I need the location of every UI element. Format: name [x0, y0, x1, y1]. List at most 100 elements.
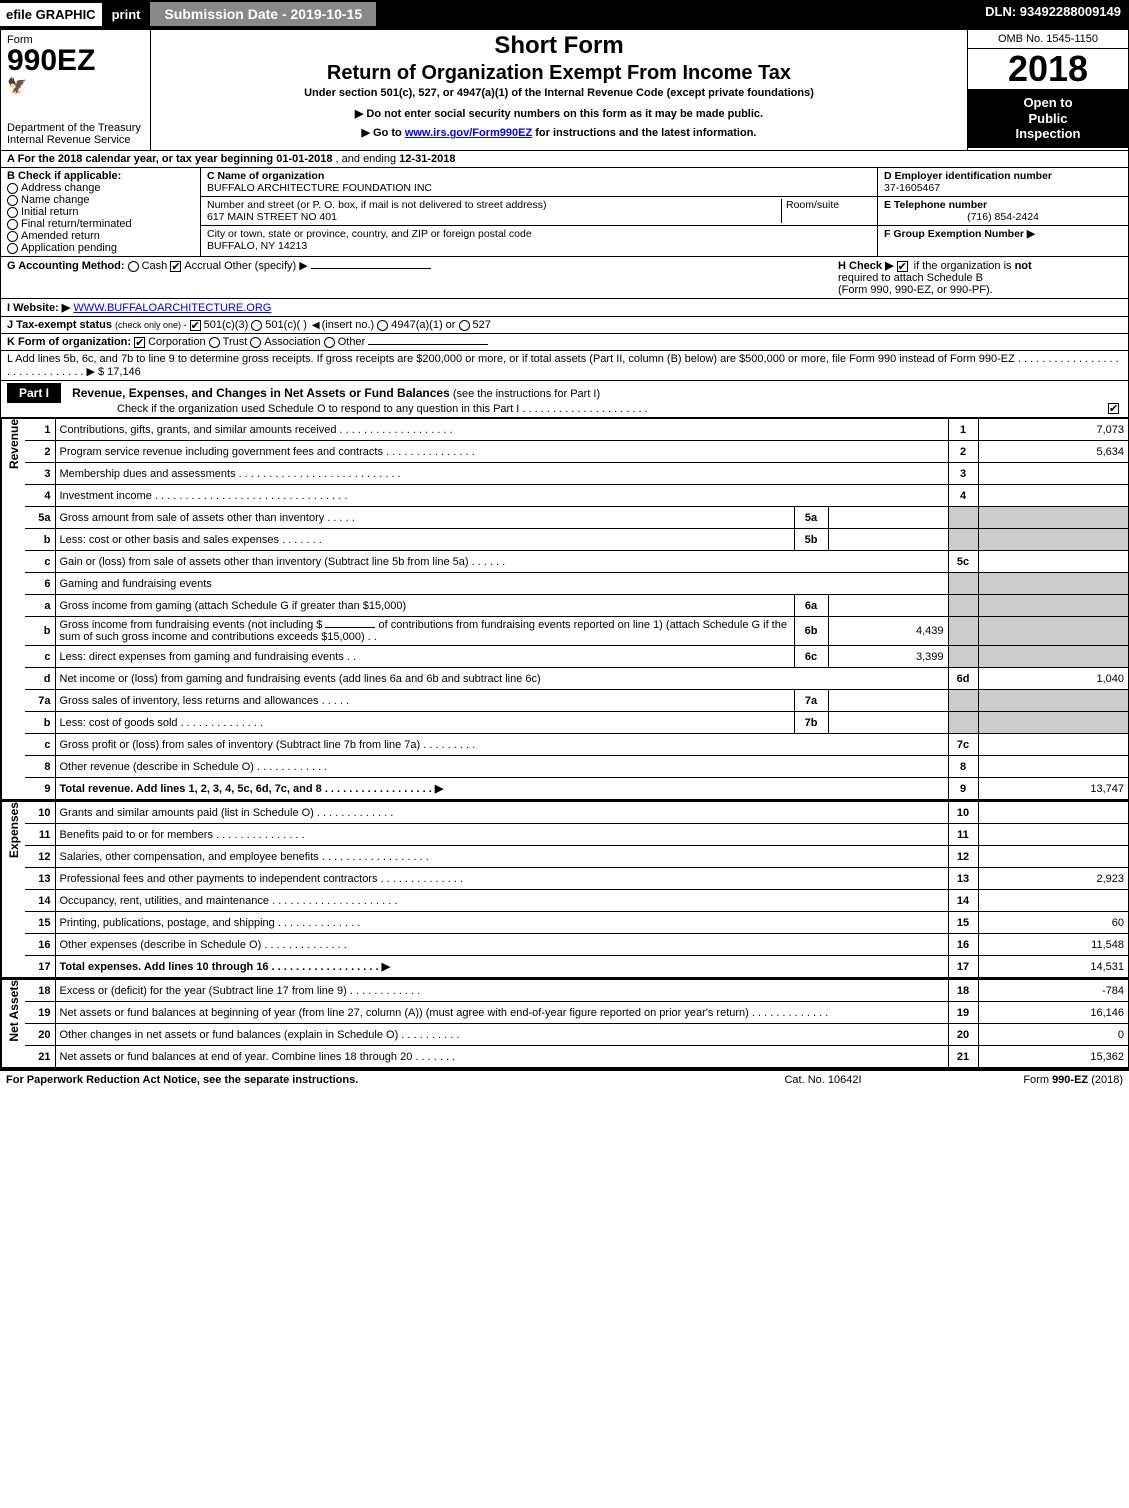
c-label: C Name of organization: [207, 170, 324, 182]
group-exemption-cell: F Group Exemption Number ▶: [878, 226, 1128, 242]
revenue-side-label: Revenue: [1, 418, 25, 800]
j-insert: (insert no.): [322, 319, 375, 331]
chk-amended-return[interactable]: Amended return: [7, 230, 194, 242]
top-bar: efile GRAPHIC print Submission Date - 20…: [0, 0, 1129, 28]
open-line2: Public: [972, 111, 1124, 127]
j-527-radio[interactable]: [459, 320, 470, 331]
org-name-cell: C Name of organization BUFFALO ARCHITECT…: [201, 168, 877, 197]
footer-right: Form 990-EZ (2018): [923, 1074, 1123, 1086]
line-8: 8Other revenue (describe in Schedule O) …: [25, 756, 1128, 778]
f-label: F Group Exemption Number ▶: [884, 228, 1035, 240]
line-14: 14Occupancy, rent, utilities, and mainte…: [25, 890, 1128, 912]
tax-year: 2018: [968, 49, 1128, 89]
line-2: 2Program service revenue including gover…: [25, 441, 1128, 463]
h-check: H Check ▶ if the organization is not req…: [832, 259, 1122, 296]
line-15: 15Printing, publications, postage, and s…: [25, 912, 1128, 934]
j-501c3-check[interactable]: [190, 320, 201, 331]
k-label: K Form of organization:: [7, 336, 131, 348]
part-i-title: Revenue, Expenses, and Changes in Net As…: [72, 386, 450, 400]
submission-date-box: Submission Date - 2019-10-15: [150, 2, 376, 26]
line-9: 9Total revenue. Add lines 1, 2, 3, 4, 5c…: [25, 778, 1128, 800]
do-not-enter-ssn: ▶ Do not enter social security numbers o…: [157, 107, 961, 120]
expenses-section: Expenses 10Grants and similar amounts pa…: [0, 801, 1129, 979]
triangle-left-icon: [310, 319, 322, 331]
line-21: 21Net assets or fund balances at end of …: [25, 1046, 1128, 1068]
line-6: 6Gaming and fundraising events: [25, 573, 1128, 595]
room-label: Room/suite: [786, 199, 839, 211]
chk-application-pending[interactable]: Application pending: [7, 242, 194, 254]
k-trust-radio[interactable]: [209, 337, 220, 348]
irs-line: Internal Revenue Service: [7, 134, 144, 146]
other-specify-field[interactable]: [311, 268, 431, 269]
ein-cell: D Employer identification number 37-1605…: [878, 168, 1128, 197]
k-corp-check[interactable]: [134, 337, 145, 348]
print-link[interactable]: print: [102, 3, 151, 26]
accrual-radio[interactable]: [170, 261, 181, 272]
line-7b: bLess: cost of goods sold . . . . . . . …: [25, 712, 1128, 734]
form-header: Form 990EZ 🦅 Department of the Treasury …: [0, 28, 1129, 151]
part-i-badge: Part I: [7, 383, 61, 403]
k-other-field[interactable]: [368, 344, 488, 345]
efile-graphic-label: efile GRAPHIC: [0, 3, 102, 26]
go-to-post: for instructions and the latest informat…: [532, 127, 756, 139]
h-label: H Check ▶: [838, 260, 894, 272]
line-5c: cGain or (loss) from sale of assets othe…: [25, 551, 1128, 573]
phone-value: (716) 854-2424: [884, 211, 1122, 223]
h-checkbox[interactable]: [897, 261, 908, 272]
topbar-left: efile GRAPHIC print Submission Date - 20…: [0, 0, 376, 28]
addr-value: 617 MAIN STREET NO 401: [207, 211, 337, 223]
col-c-org: C Name of organization BUFFALO ARCHITECT…: [201, 168, 878, 256]
dln-label: DLN: 93492288009149: [977, 0, 1129, 28]
line-13: 13Professional fees and other payments t…: [25, 868, 1128, 890]
line-18: 18Excess or (deficit) for the year (Subt…: [25, 980, 1128, 1002]
h-text3: (Form 990, 990-EZ, or 990-PF).: [838, 284, 993, 296]
rowA-mid: , and ending: [336, 153, 400, 165]
d-label: D Employer identification number: [884, 170, 1052, 182]
other-specify: Other (specify) ▶: [224, 260, 308, 272]
g-label: G Accounting Method:: [7, 260, 125, 272]
cash-radio[interactable]: [128, 261, 139, 272]
under-section-text: Under section 501(c), 527, or 4947(a)(1)…: [157, 87, 961, 99]
g-accounting: G Accounting Method: Cash Accrual Other …: [7, 259, 832, 296]
j-4947: 4947(a)(1) or: [391, 319, 455, 331]
chk-initial-return[interactable]: Initial return: [7, 206, 194, 218]
k-other-radio[interactable]: [324, 337, 335, 348]
row-j-status: J Tax-exempt status (check only one) - 5…: [0, 317, 1129, 334]
topbar-spacer: [376, 0, 977, 28]
k-assoc-radio[interactable]: [250, 337, 261, 348]
line-5b: bLess: cost or other basis and sales exp…: [25, 529, 1128, 551]
header-col-title: Short Form Return of Organization Exempt…: [151, 30, 968, 150]
j-501c-radio[interactable]: [251, 320, 262, 331]
row-g-h: G Accounting Method: Cash Accrual Other …: [0, 257, 1129, 299]
open-to-public-box: Open to Public Inspection: [968, 89, 1128, 148]
row-k-orgform: K Form of organization: Corporation Trus…: [0, 334, 1129, 351]
city-label: City or town, state or province, country…: [207, 228, 532, 240]
chk-final-return[interactable]: Final return/terminated: [7, 218, 194, 230]
line-7a: 7aGross sales of inventory, less returns…: [25, 690, 1128, 712]
go-to-link[interactable]: www.irs.gov/Form990EZ: [405, 127, 532, 139]
omb-number: OMB No. 1545-1150: [968, 30, 1128, 49]
go-to-pre: ▶ Go to: [362, 127, 405, 139]
j-label: J Tax-exempt status: [7, 319, 112, 331]
col-d-ein: D Employer identification number 37-1605…: [878, 168, 1128, 256]
line-11: 11Benefits paid to or for members . . . …: [25, 824, 1128, 846]
go-to-line: ▶ Go to www.irs.gov/Form990EZ for instru…: [157, 126, 961, 139]
rowA-begin: 01-01-2018: [276, 153, 332, 165]
colB-title: B Check if applicable:: [7, 170, 194, 182]
expenses-side-label: Expenses: [1, 801, 25, 978]
rowA-end: 12-31-2018: [399, 153, 455, 165]
j-527: 527: [473, 319, 491, 331]
chk-name-change[interactable]: Name change: [7, 194, 194, 206]
line-6c: cLess: direct expenses from gaming and f…: [25, 646, 1128, 668]
line-6a: aGross income from gaming (attach Schedu…: [25, 595, 1128, 617]
line-4: 4Investment income . . . . . . . . . . .…: [25, 485, 1128, 507]
line-10: 10Grants and similar amounts paid (list …: [25, 802, 1128, 824]
header-col-year: OMB No. 1545-1150 2018 Open to Public In…: [968, 30, 1128, 150]
j-4947-radio[interactable]: [377, 320, 388, 331]
expenses-table: 10Grants and similar amounts paid (list …: [25, 801, 1128, 978]
header-col-form: Form 990EZ 🦅 Department of the Treasury …: [1, 30, 151, 150]
part-i-schedule-o-check[interactable]: [1108, 403, 1119, 414]
k-trust: Trust: [223, 336, 248, 348]
website-link[interactable]: WWW.BUFFALOARCHITECTURE.ORG: [73, 302, 271, 314]
chk-address-change[interactable]: Address change: [7, 182, 194, 194]
